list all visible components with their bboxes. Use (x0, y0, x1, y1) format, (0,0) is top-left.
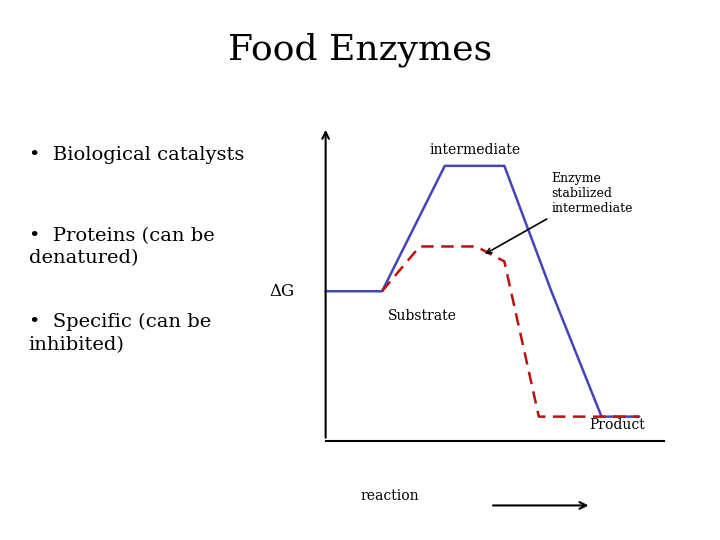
Text: •  Biological catalysts: • Biological catalysts (29, 146, 244, 164)
Text: •  Proteins (can be
denatured): • Proteins (can be denatured) (29, 227, 215, 267)
Text: •  Specific (can be
inhibited): • Specific (can be inhibited) (29, 313, 211, 354)
Text: Food Enzymes: Food Enzymes (228, 32, 492, 67)
Text: Substrate: Substrate (388, 309, 457, 323)
Text: reaction: reaction (360, 489, 418, 503)
Text: intermediate: intermediate (429, 143, 520, 157)
Text: Product: Product (589, 417, 644, 431)
Text: Enzyme
stabilized
intermediate: Enzyme stabilized intermediate (487, 172, 633, 253)
Text: ΔG: ΔG (269, 283, 294, 300)
